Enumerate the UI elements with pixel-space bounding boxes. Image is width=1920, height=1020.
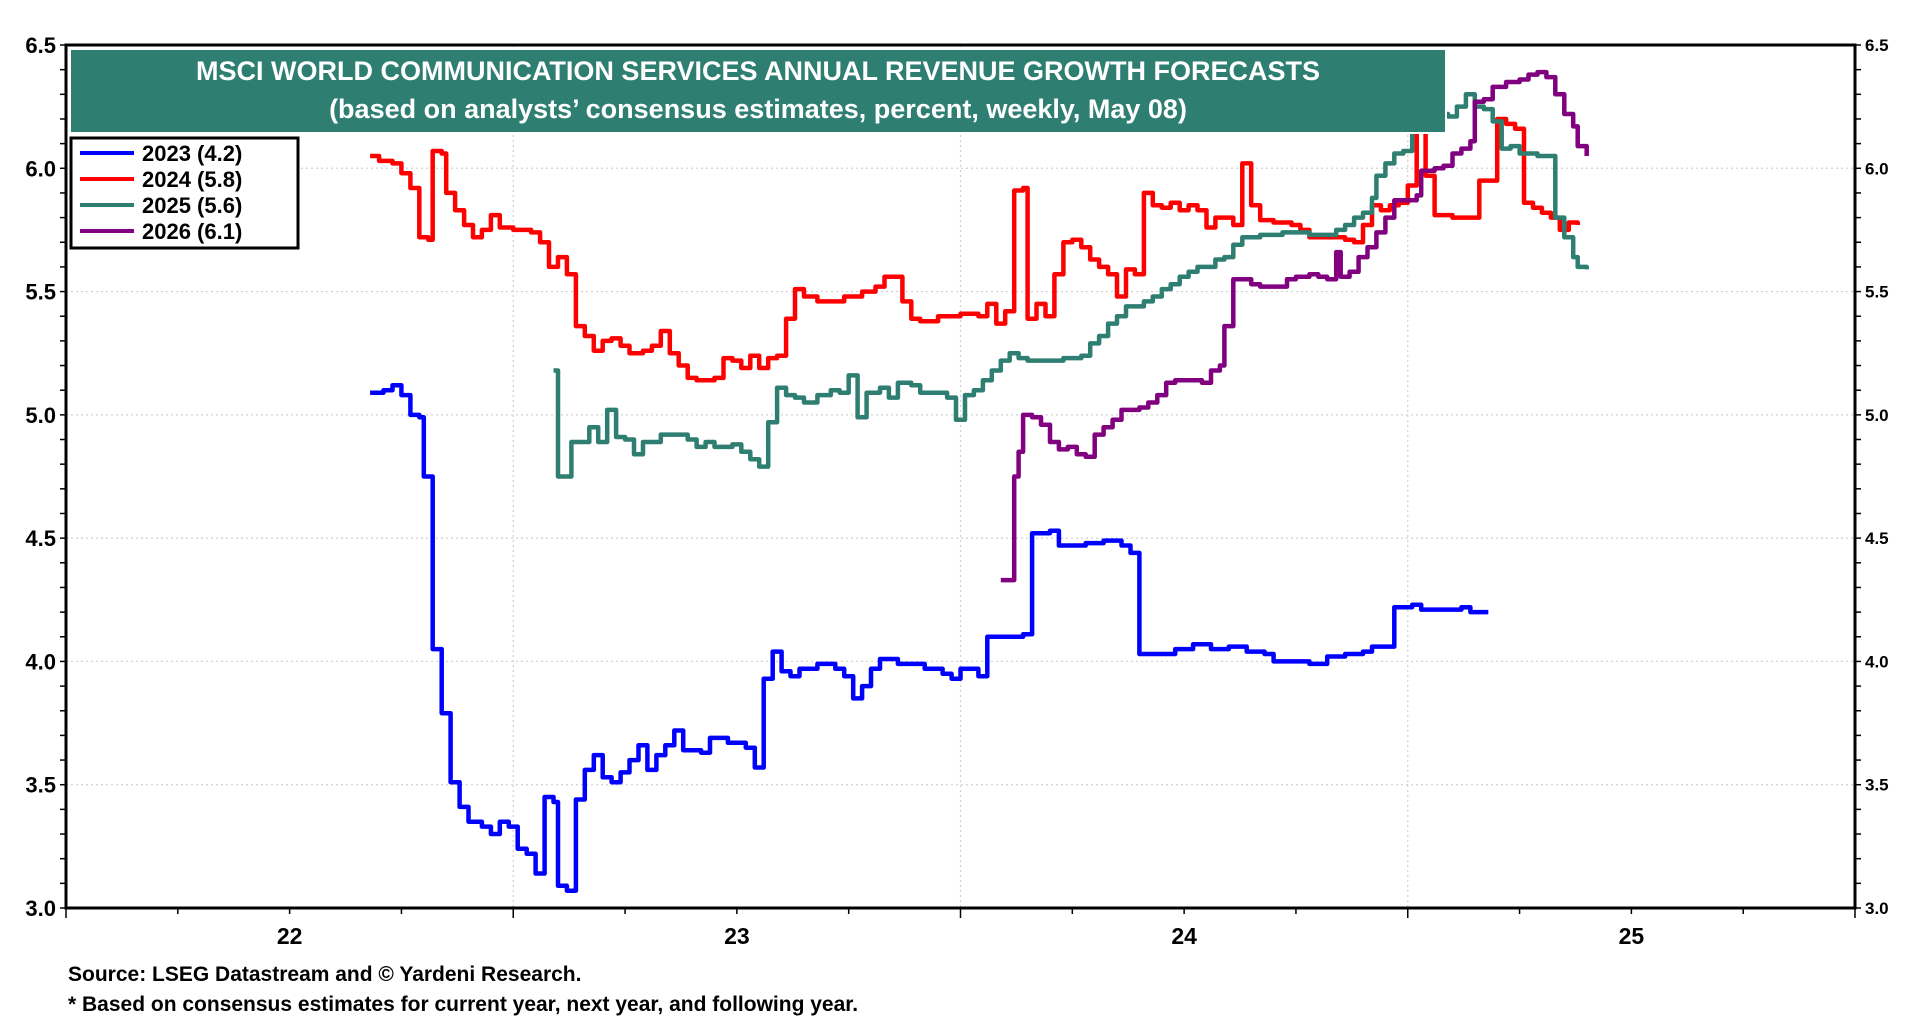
y-tick-label-left: 5.0 [25,403,56,428]
title-box: MSCI WORLD COMMUNICATION SERVICES ANNUAL… [69,48,1447,134]
series-line-2026 [1000,69,1589,583]
source-note: Source: LSEG Datastream and © Yardeni Re… [68,963,582,986]
chart-subtitle: (based on analysts’ consensus estimates,… [329,94,1187,124]
gridlines [66,45,1855,908]
y-tick-label-left: 3.5 [25,773,56,798]
legend-label-2025: 2025 (5.6) [142,193,242,218]
series-lines [370,69,1589,893]
y-axis-right: 3.0 3.5 4.0 4.5 5.0 5.5 6.0 6.5 [1855,36,1889,918]
y-tick-label-right: 5.0 [1865,406,1889,425]
y-tick-label-right: 6.5 [1865,36,1889,55]
series-line-2023 [370,383,1489,893]
y-axis-left: 3.0 3.5 4.0 4.5 5.0 5.5 6.0 6.5 [25,33,66,921]
x-tick-label: 25 [1619,923,1645,949]
series-line-2025 [553,92,1589,479]
x-tick-label: 23 [724,923,750,949]
y-tick-label-left: 4.0 [25,649,56,674]
legend-label-2026: 2026 (6.1) [142,219,242,244]
y-tick-label-right: 3.5 [1865,776,1889,795]
y-tick-label-left: 4.5 [25,526,56,551]
x-tick-label: 24 [1171,923,1197,949]
y-tick-label-right: 4.0 [1865,652,1889,671]
y-tick-label-right: 4.5 [1865,529,1889,548]
y-tick-label-right: 6.0 [1865,159,1889,178]
x-axis: 22 23 24 25 [65,908,1856,949]
y-tick-label-left: 6.5 [25,33,56,58]
legend: 2023 (4.2)2024 (5.8)2025 (5.6)2026 (6.1) [69,136,300,250]
y-tick-label-left: 3.0 [25,896,56,921]
footnote: * Based on consensus estimates for curre… [68,993,859,1016]
y-tick-label-right: 5.5 [1865,283,1889,302]
chart-title: MSCI WORLD COMMUNICATION SERVICES ANNUAL… [196,56,1320,86]
legend-label-2023: 2023 (4.2) [142,141,242,166]
series-line-2024 [370,116,1580,383]
y-tick-label-left: 5.5 [25,280,56,305]
legend-label-2024: 2024 (5.8) [142,167,242,192]
y-tick-label-right: 3.0 [1865,899,1889,918]
x-tick-label: 22 [277,923,303,949]
y-tick-label-left: 6.0 [25,156,56,181]
